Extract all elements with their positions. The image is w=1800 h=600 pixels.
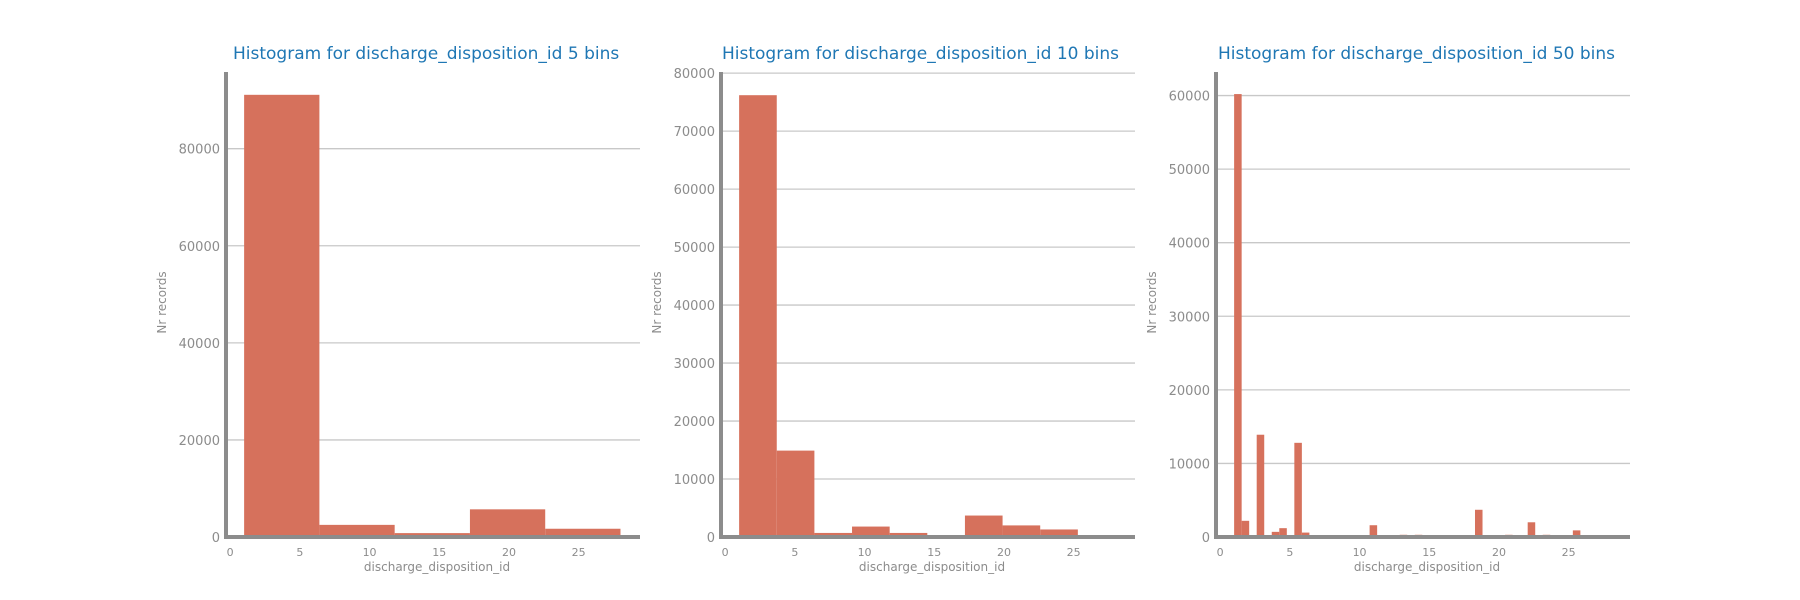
y-tick-label: 40000 [1169, 237, 1210, 252]
y-tick-label: 30000 [674, 357, 715, 372]
y-tick-label: 60000 [1169, 90, 1210, 105]
x-tick-label: 5 [1286, 546, 1293, 559]
y-tick-label: 10000 [674, 473, 715, 488]
histogram-bar [1234, 94, 1242, 537]
x-tick-label: 15 [1422, 546, 1436, 559]
x-tick-label: 5 [791, 546, 798, 559]
y-tick-label: 80000 [179, 143, 220, 158]
x-tick-label: 25 [1067, 546, 1081, 559]
y-tick-label: 70000 [674, 125, 715, 140]
y-tick-label: 60000 [674, 183, 715, 198]
x-tick-label: 20 [997, 546, 1011, 559]
histogram-bar [244, 94, 320, 537]
x-tick-label: 15 [432, 546, 446, 559]
y-tick-label: 80000 [674, 67, 715, 82]
x-tick-label: 20 [502, 546, 516, 559]
histogram-panel-2: 0 10000 20000 30000 40000 50000 60000 70000 8000… [650, 44, 1135, 574]
histogram-bar [545, 528, 621, 537]
histogram-bar [1527, 522, 1536, 537]
y-axis-label: Nr records [155, 271, 169, 333]
chart-title: Histogram for discharge_disposition_id 1… [722, 44, 1119, 64]
histogram-panel-1: 0 20000 40000 60000 80000 0 5 10 15 20 25 Histogram… [155, 44, 640, 574]
histogram-bar [1002, 525, 1041, 537]
x-tick-label: 15 [927, 546, 941, 559]
x-tick-label: 25 [1562, 546, 1576, 559]
x-axis-label: discharge_disposition_id [364, 560, 510, 574]
x-tick-label: 25 [572, 546, 586, 559]
histogram-bar [469, 509, 546, 537]
histogram-bar [1279, 528, 1287, 537]
y-tick-label: 20000 [674, 415, 715, 430]
y-tick-label: 10000 [1169, 457, 1210, 472]
histogram-bar [1301, 532, 1310, 537]
x-tick-label: 10 [858, 546, 872, 559]
chart-title: Histogram for discharge_disposition_id 5… [1218, 44, 1615, 64]
y-tick-label: 60000 [179, 240, 220, 255]
histogram-bar [1040, 529, 1078, 537]
histogram-bar [1369, 525, 1378, 537]
y-tick-label: 40000 [674, 299, 715, 314]
histogram-bar [776, 450, 815, 537]
y-tick-label: 0 [707, 531, 715, 546]
y-tick-label: 0 [1202, 531, 1210, 546]
x-tick-label: 20 [1492, 546, 1506, 559]
x-tick-label: 5 [296, 546, 303, 559]
histogram-bar [889, 532, 928, 537]
y-tick-label: 20000 [179, 434, 220, 449]
histogram-bar [964, 515, 1003, 537]
chart-title: Histogram for discharge_disposition_id 5… [233, 44, 619, 64]
x-tick-label: 10 [1353, 546, 1367, 559]
x-axis-label: discharge_disposition_id [1354, 560, 1500, 574]
histogram-bar [1271, 531, 1280, 537]
histogram-bar [814, 532, 853, 537]
y-tick-label: 30000 [1169, 310, 1210, 325]
histogram-bar [1241, 520, 1250, 537]
y-tick-label: 50000 [674, 241, 715, 256]
histogram-bar [319, 524, 395, 537]
histogram-bar [852, 526, 890, 537]
histogram-bar [1294, 442, 1302, 537]
x-tick-label: 10 [363, 546, 377, 559]
y-tick-label: 40000 [179, 337, 220, 352]
x-tick-label: 0 [227, 546, 234, 559]
y-axis-label: Nr records [1145, 271, 1159, 333]
histogram-bar [1256, 434, 1265, 537]
y-tick-label: 0 [212, 531, 220, 546]
y-tick-label: 20000 [1169, 384, 1210, 399]
y-tick-label: 50000 [1169, 163, 1210, 178]
histogram-bar [1572, 530, 1581, 537]
histogram-bar [1474, 509, 1483, 537]
y-axis-label: Nr records [650, 271, 664, 333]
x-axis-label: discharge_disposition_id [859, 560, 1005, 574]
x-tick-label: 0 [722, 546, 729, 559]
x-tick-label: 0 [1217, 546, 1224, 559]
histogram-bar [739, 95, 777, 537]
histogram-panel-3: 0 10000 20000 30000 40000 50000 60000 0 5 10 15 20 2… [1145, 44, 1630, 574]
